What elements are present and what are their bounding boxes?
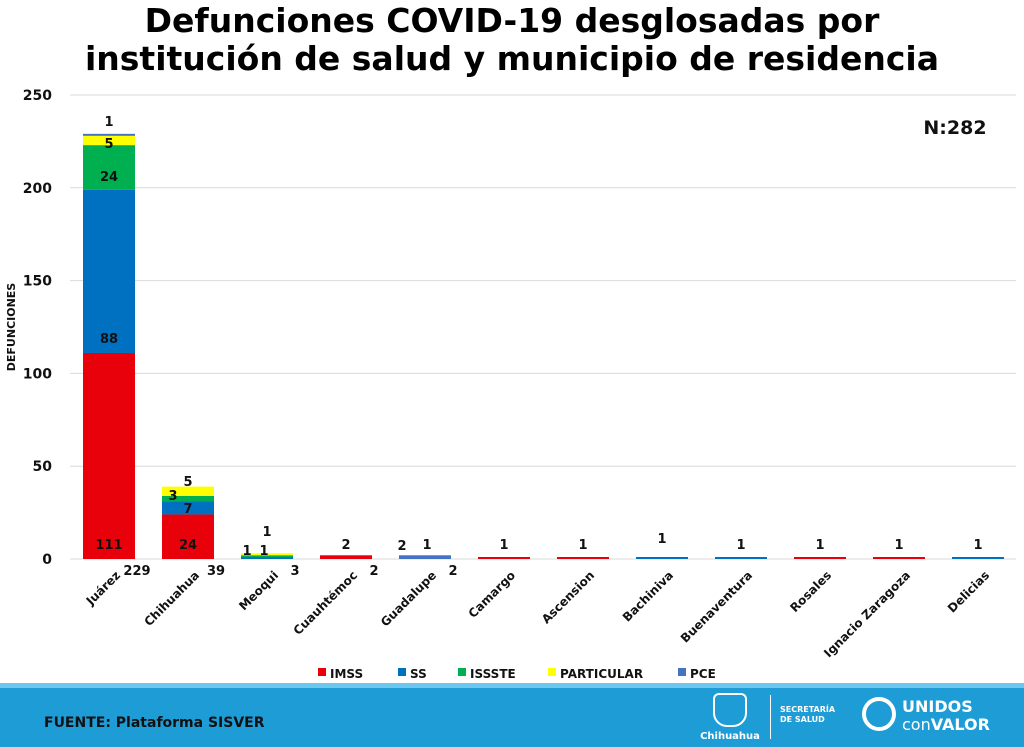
footer-stripe xyxy=(0,683,1024,688)
segment-value-label: 2 xyxy=(397,539,406,554)
x-category-label: Meoqui xyxy=(236,568,281,613)
segment-value-label: 1 xyxy=(736,538,745,553)
legend-swatch-pce xyxy=(678,668,686,676)
bar-segment-imss xyxy=(873,557,925,559)
segment-value-label: 24 xyxy=(100,170,118,185)
segment-value-label: 24 xyxy=(179,538,197,553)
segment-value-label: 88 xyxy=(100,332,118,347)
segment-value-label: 3 xyxy=(168,489,177,504)
x-category-label: Juárez xyxy=(83,568,123,608)
unidos-line-1: UNIDOS xyxy=(902,697,973,716)
bar-segment-issste xyxy=(241,555,293,558)
stacked-bar-chart: 050100150200250DEFUNCIONESN:282111882451… xyxy=(5,88,1016,680)
logo-divider xyxy=(770,695,771,739)
bar-segment-imss xyxy=(794,557,846,559)
unidos-valor: VALOR xyxy=(930,715,990,734)
x-category-label: Camargo xyxy=(466,568,519,621)
bar-segment-pce xyxy=(399,555,451,559)
footer-bar: FUENTE: Plataforma SISVER Chihuahua SECR… xyxy=(0,683,1024,747)
bar-segment-imss xyxy=(557,557,609,559)
unidos-line-2: conVALOR xyxy=(902,715,990,734)
bar-segment-ss xyxy=(162,501,214,515)
segment-value-label: 1 xyxy=(422,538,431,553)
segment-value-label: 1 xyxy=(104,115,113,130)
legend-label: ISSSTE xyxy=(470,667,516,680)
chihuahua-logo-text: Chihuahua xyxy=(700,731,760,742)
bar-segment-pce xyxy=(83,133,135,136)
bar-total-label: 39 xyxy=(207,564,225,579)
legend-label: SS xyxy=(410,667,427,680)
bar-segment-ss xyxy=(241,557,293,559)
legend-swatch-issste xyxy=(458,668,466,676)
y-tick-label: 250 xyxy=(23,88,52,104)
x-category-label: Guadalupe xyxy=(378,568,439,629)
unidos-mark-icon xyxy=(862,697,896,731)
segment-value-label: 5 xyxy=(104,137,113,152)
legend-swatch-particular xyxy=(548,668,556,676)
y-tick-label: 200 xyxy=(23,181,52,197)
y-tick-label: 50 xyxy=(33,459,53,475)
bar-segment-ss xyxy=(636,557,688,559)
segment-value-label: 1 xyxy=(259,544,268,559)
x-category-label: Ascension xyxy=(539,568,597,626)
y-tick-label: 150 xyxy=(23,274,52,290)
x-category-label: Buenaventura xyxy=(678,568,755,645)
chart-title: Defunciones COVID-19 desglosadas por ins… xyxy=(0,2,1024,78)
segment-value-label: 1 xyxy=(578,538,587,553)
secretaria-line-2: DE SALUD xyxy=(780,715,825,724)
segment-value-label: 7 xyxy=(183,502,192,517)
secretaria-line-1: SECRETARÍA xyxy=(780,705,836,714)
bar-segment-imss xyxy=(320,555,372,559)
n-total-annotation: N:282 xyxy=(923,117,986,139)
bar-segment-particular xyxy=(241,553,293,556)
segment-value-label: 1 xyxy=(894,538,903,553)
segment-value-label: 2 xyxy=(341,538,350,553)
legend-label: IMSS xyxy=(330,667,363,680)
x-category-label: Ignacio Zaragoza xyxy=(821,568,913,660)
legend-label: PARTICULAR xyxy=(560,667,643,680)
segment-value-label: 111 xyxy=(95,538,122,553)
shield-icon xyxy=(713,693,747,727)
bar-segment-ss xyxy=(952,557,1004,559)
x-category-label: Delicias xyxy=(945,568,992,615)
segment-value-label: 5 xyxy=(183,475,192,490)
bar-total-label: 229 xyxy=(123,564,150,579)
chihuahua-logo: Chihuahua xyxy=(695,693,765,742)
legend-swatch-ss xyxy=(398,668,406,676)
legend-swatch-imss xyxy=(318,668,326,676)
bar-total-label: 2 xyxy=(448,564,457,579)
bar-segment-ss xyxy=(715,557,767,559)
bar-segment-ss xyxy=(83,189,135,353)
y-tick-label: 0 xyxy=(42,552,52,568)
x-category-label: Rosales xyxy=(787,568,834,615)
segment-value-label: 1 xyxy=(657,532,666,547)
segment-value-label: 1 xyxy=(499,538,508,553)
segment-value-label: 1 xyxy=(242,544,251,559)
segment-value-label: 1 xyxy=(262,525,271,540)
bar-segment-imss xyxy=(83,352,135,559)
y-tick-label: 100 xyxy=(23,366,52,382)
bar-segment-particular xyxy=(162,486,214,496)
x-category-label: Bachiniva xyxy=(620,568,676,624)
bar-total-label: 2 xyxy=(369,564,378,579)
bar-segment-particular xyxy=(83,135,135,146)
segment-value-label: 1 xyxy=(815,538,824,553)
title-line-2: institución de salud y municipio de resi… xyxy=(84,39,940,78)
bar-segment-issste xyxy=(83,145,135,190)
title-line-1: Defunciones COVID-19 desglosadas por xyxy=(144,1,880,40)
source-note: FUENTE: Plataforma SISVER xyxy=(44,715,265,731)
secretaria-salud-logo: SECRETARÍA DE SALUD xyxy=(780,705,835,725)
segment-value-label: 1 xyxy=(973,538,982,553)
x-category-label: Cuauhtémoc xyxy=(291,568,360,637)
bar-segment-imss xyxy=(478,557,530,559)
y-axis-title: DEFUNCIONES xyxy=(5,283,18,372)
legend-label: PCE xyxy=(690,667,716,680)
unidos-con: con xyxy=(902,715,931,734)
bar-segment-issste xyxy=(162,495,214,502)
bar-segment-imss xyxy=(162,514,214,559)
bar-total-label: 3 xyxy=(290,564,299,579)
